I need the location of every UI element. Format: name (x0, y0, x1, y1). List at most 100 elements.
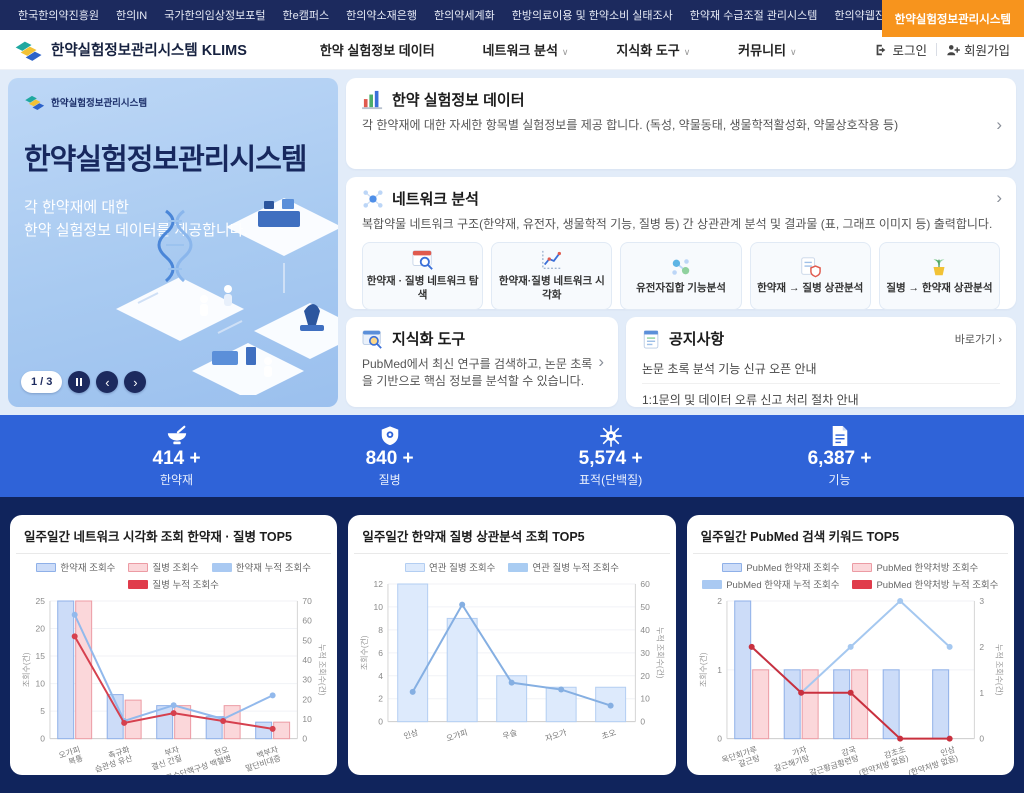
svg-text:우슬: 우슬 (502, 727, 519, 741)
site-title: 한약실험정보관리시스템 KLIMS (51, 43, 247, 59)
herb-pot-icon (933, 259, 945, 276)
utility-link[interactable]: 한약재 수급조절 관리시스템 (689, 10, 818, 22)
svg-text:누적 조회수(건): 누적 조회수(건) (317, 644, 327, 696)
svg-text:30: 30 (302, 675, 312, 685)
chart-panel-correlation-top5: 일주일간 한약재 질병 상관분석 조회 TOP5 연관 질병 조회수 연관 질병 … (348, 515, 676, 775)
carousel-page-indicator[interactable]: 1 / 3 (21, 371, 63, 393)
chevron-down-icon: ∨ (790, 47, 797, 57)
stat-label: 표적(단백질) (579, 472, 643, 487)
chart-legend: PubMed 한약재 조회수 PubMed 한약처방 조회수 PubMed 한약재 … (693, 554, 1008, 593)
main-header: 한약실험정보관리시스템 KLIMS 한약 실험정보 데이터 네트워크 분석 ∨ 지… (0, 30, 1024, 70)
svg-text:15: 15 (36, 651, 46, 661)
card-title: 지식화 도구 (392, 331, 466, 348)
mortar-icon (167, 425, 186, 444)
signup-button[interactable]: 회원가입 (946, 40, 1010, 59)
site-logo[interactable]: 한약실험정보관리시스템 KLIMS (14, 39, 272, 61)
nav-item-data[interactable]: 한약 실험정보 데이터 (319, 43, 435, 58)
notices-more-link[interactable]: 바로가기 › (954, 334, 1002, 346)
stat-diseases: 840 + 질병 (366, 425, 414, 488)
utility-link[interactable]: 한의약세계화 (434, 10, 495, 22)
button-network-explore[interactable]: 한약재 · 질병 네트워크 탐색 (362, 242, 484, 310)
svg-text:0: 0 (40, 734, 45, 744)
svg-text:인삼: 인삼 (403, 727, 421, 741)
svg-text:1: 1 (979, 688, 984, 698)
button-herb-disease-corr[interactable]: 한약재 → 질병 상관분석 (749, 242, 871, 310)
button-network-visualize[interactable]: 한약재·질병 네트워크 시각화 (491, 242, 613, 310)
svg-text:6: 6 (379, 648, 384, 658)
hero-banner: 한약실험정보관리시스템 한약실험정보관리시스템 각 한약재에 대한 한약 실험정… (8, 78, 338, 407)
legend-item: 질병 조회수 (128, 560, 199, 574)
svg-text:누적 조회수(건): 누적 조회수(건) (994, 644, 1004, 696)
stat-value: 840 + (365, 447, 414, 469)
svg-text:부자결신 간질: 부자결신 간질 (147, 745, 183, 772)
svg-text:12: 12 (374, 579, 384, 589)
person-plus-icon (947, 44, 960, 55)
utility-link[interactable]: 한의약소재은행 (346, 10, 417, 22)
chevron-right-icon[interactable]: › (996, 115, 1002, 134)
notice-item[interactable]: 1:1문의 및 데이터 오류 신고 처리 절차 안내 (642, 383, 1000, 414)
chart-legend: 한약재 조회수 질병 조회수 한약재 누적 조회수 질병 누적 조회수 (16, 554, 331, 593)
nav-item-network[interactable]: 네트워크 분석 ∨ (482, 43, 569, 58)
hero-logo-caption: 한약실험정보관리시스템 (51, 98, 148, 109)
svg-text:조회수(건): 조회수(건) (359, 635, 369, 670)
svg-text:1: 1 (717, 665, 722, 675)
stat-value: 414 + (152, 447, 201, 469)
document-shield-icon (801, 257, 822, 278)
utility-link[interactable]: 한방의료이용 및 한약소비 실태조사 (511, 10, 673, 22)
chart-title: 일주일간 PubMed 검색 키워드 TOP5 (692, 524, 1008, 554)
divider (935, 43, 937, 56)
carousel-prev-button[interactable]: ‹ (96, 371, 119, 393)
stats-bar: 414 + 한약재 840 + 질병 5,574 + 표적(단백질) (0, 415, 1024, 497)
legend-item: 질병 누적 조회수 (128, 577, 219, 591)
svg-text:0: 0 (717, 734, 722, 744)
svg-text:70: 70 (302, 596, 312, 606)
button-disease-herb-corr[interactable]: 질병 → 한약재 상관분석 (878, 242, 1001, 310)
svg-text:감국갈근황금황련탕: 감국갈근황금황련탕 (805, 744, 860, 775)
utility-link[interactable]: 한국한의약진흥원 (18, 10, 99, 22)
utility-link[interactable]: 한의IN (116, 10, 148, 22)
nav-item-community[interactable]: 커뮤니티 ∨ (738, 43, 797, 58)
pause-icon (76, 378, 83, 386)
nav-item-knowledge[interactable]: 지식화 도구 ∨ (616, 43, 691, 58)
svg-text:10: 10 (302, 714, 312, 724)
utility-link[interactable]: 한의약웹진 (834, 10, 885, 22)
utility-link-active[interactable]: 한약실험정보관리시스템 (881, 0, 1024, 37)
notice-item[interactable]: 논문 초록 분석 기능 신규 오픈 안내 (642, 361, 817, 376)
svg-text:누적 조회수(건): 누적 조회수(건) (656, 627, 666, 679)
virus-icon (599, 424, 622, 447)
svg-text:초오: 초오 (601, 728, 618, 741)
card-experiment-data[interactable]: 한약 실험정보 데이터 각 한약재에 대한 자세한 항목별 실험정보를 제공 합… (346, 78, 1016, 169)
utility-link[interactable]: 국가한의임상정보포털 (164, 10, 266, 22)
carousel-pause-button[interactable] (68, 371, 91, 393)
svg-text:0: 0 (302, 734, 307, 744)
card-title: 네트워크 분석 (392, 191, 479, 208)
svg-text:40: 40 (302, 655, 312, 665)
legend-item: 한약재 조회수 (36, 560, 115, 574)
stat-label: 기능 (828, 472, 851, 487)
svg-text:2: 2 (379, 694, 384, 704)
chart-canvas: 0 1 2 0 1 2 3 조회수(건) 누적 조회수(건) 옥단회가루갈근탕 가자갈근해기탕 감국갈… (693, 593, 1008, 775)
utility-link[interactable]: 한e캠퍼스 (282, 10, 330, 22)
klims-logo-icon (25, 95, 45, 110)
login-button[interactable]: 로그인 (874, 40, 927, 59)
svg-text:10: 10 (374, 602, 384, 612)
carousel-controls: 1 / 3 ‹ › (21, 371, 147, 393)
svg-text:조회수(건): 조회수(건) (21, 652, 31, 687)
svg-text:오가피: 오가피 (445, 728, 469, 743)
legend-item: 연관 질병 누적 조회수 (508, 560, 619, 574)
chevron-right-icon[interactable]: › (598, 352, 604, 371)
card-notices: 공지사항 바로가기 › 논문 초록 분석 기능 신규 오픈 안내 1:1문의 및… (626, 317, 1016, 407)
svg-text:0: 0 (379, 717, 384, 727)
card-knowledge-tools[interactable]: 지식화 도구 PubMed에서 최신 연구를 검색하고, 논문 초록을 기반으로… (346, 317, 618, 407)
carousel-next-button[interactable]: › (124, 371, 147, 393)
button-gene-function[interactable]: 유전자집합 기능분석 (620, 242, 742, 310)
hero-illustration (116, 198, 338, 395)
svg-text:50: 50 (641, 602, 651, 612)
charts-section: 일주일간 네트워크 시각화 조회 한약재 · 질병 TOP5 한약재 조회수 질병… (0, 497, 1024, 793)
auth-area: 로그인 회원가입 (874, 40, 1010, 59)
chevron-left-icon: ‹ (105, 374, 110, 390)
svg-text:2: 2 (979, 642, 984, 652)
network-icon (363, 189, 383, 208)
chevron-right-icon[interactable]: › (996, 188, 1002, 207)
legend-item: PubMed 한약재 조회수 (722, 560, 839, 574)
